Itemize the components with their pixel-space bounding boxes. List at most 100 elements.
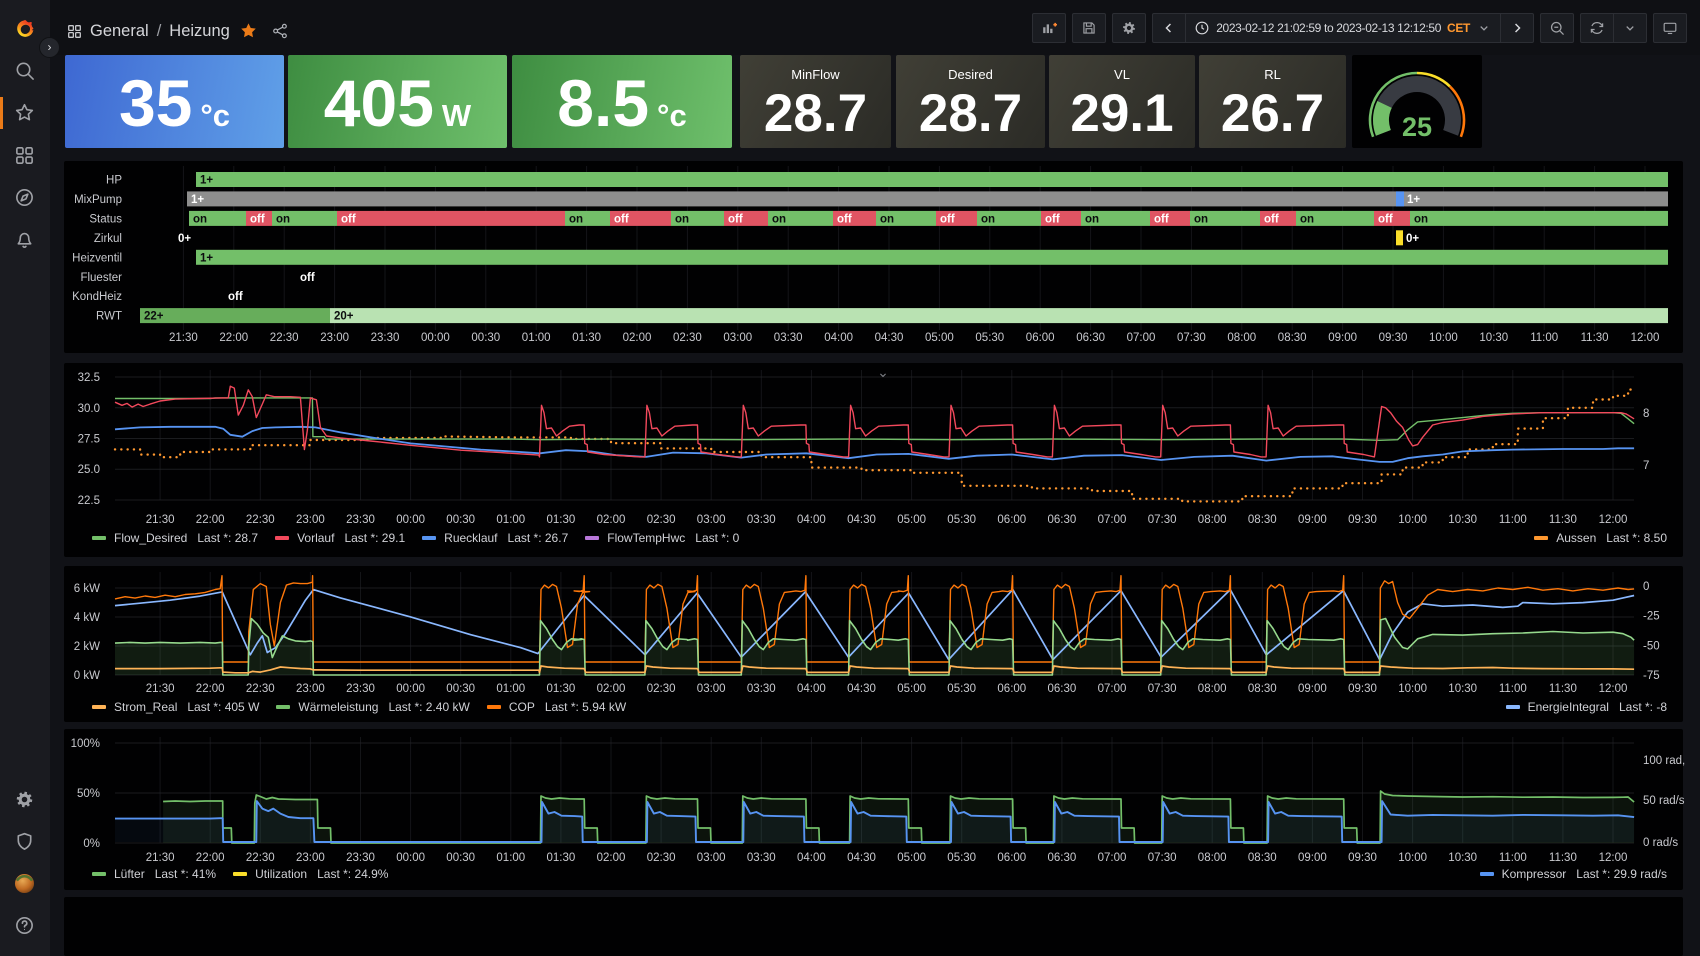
svg-text:03:30: 03:30 [747, 514, 776, 526]
svg-text:03:30: 03:30 [747, 852, 776, 864]
svg-text:08:00: 08:00 [1227, 332, 1256, 344]
svg-text:06:30: 06:30 [1048, 514, 1077, 526]
svg-text:04:30: 04:30 [847, 852, 876, 864]
svg-text:05:30: 05:30 [947, 514, 976, 526]
svg-text:09:00: 09:00 [1328, 332, 1357, 344]
svg-text:22:30: 22:30 [246, 683, 275, 695]
svg-text:10:00: 10:00 [1398, 683, 1427, 695]
svg-text:07:30: 07:30 [1148, 683, 1177, 695]
svg-text:23:00: 23:00 [296, 852, 325, 864]
svg-text:11:30: 11:30 [1549, 852, 1577, 864]
svg-text:01:00: 01:00 [496, 852, 525, 864]
svg-text:02:30: 02:30 [647, 683, 676, 695]
svg-text:22+: 22+ [144, 311, 164, 323]
svg-text:0+: 0+ [178, 233, 191, 245]
svg-text:22:00: 22:00 [219, 332, 248, 344]
svg-text:12:00: 12:00 [1599, 683, 1628, 695]
svg-text:09:30: 09:30 [1348, 683, 1377, 695]
svg-text:0 kW: 0 kW [74, 670, 100, 682]
svg-text:00:00: 00:00 [396, 514, 425, 526]
svg-text:05:00: 05:00 [897, 683, 926, 695]
svg-text:10:30: 10:30 [1448, 852, 1477, 864]
svg-text:07:00: 07:00 [1098, 852, 1127, 864]
svg-text:06:00: 06:00 [997, 852, 1026, 864]
svg-text:06:30: 06:30 [1048, 852, 1077, 864]
svg-text:06:00: 06:00 [1026, 332, 1055, 344]
svg-text:22.5: 22.5 [78, 495, 100, 507]
svg-text:11:00: 11:00 [1499, 683, 1527, 695]
svg-text:04:30: 04:30 [847, 683, 876, 695]
svg-text:50 rad/s: 50 rad/s [1643, 795, 1685, 807]
svg-text:02:30: 02:30 [647, 514, 676, 526]
svg-text:02:00: 02:00 [623, 332, 652, 344]
svg-text:HP: HP [106, 175, 122, 187]
svg-text:11:30: 11:30 [1549, 514, 1577, 526]
svg-text:03:30: 03:30 [747, 683, 776, 695]
svg-text:MixPump: MixPump [74, 194, 122, 206]
svg-text:Fluester: Fluester [80, 272, 122, 284]
svg-text:10:00: 10:00 [1398, 852, 1427, 864]
svg-text:0+: 0+ [1406, 233, 1419, 245]
svg-text:23:30: 23:30 [346, 852, 375, 864]
svg-text:1+: 1+ [1407, 194, 1420, 206]
svg-text:21:30: 21:30 [146, 514, 175, 526]
svg-text:on: on [1414, 213, 1428, 225]
svg-text:10:30: 10:30 [1479, 332, 1508, 344]
svg-text:23:30: 23:30 [371, 332, 400, 344]
svg-text:on: on [675, 213, 689, 225]
svg-text:off: off [1264, 213, 1279, 225]
svg-text:05:30: 05:30 [947, 683, 976, 695]
svg-text:00:00: 00:00 [396, 683, 425, 695]
svg-text:8: 8 [1643, 408, 1649, 420]
svg-text:11:00: 11:00 [1499, 514, 1527, 526]
svg-text:on: on [193, 213, 207, 225]
svg-text:21:30: 21:30 [146, 852, 175, 864]
svg-text:03:00: 03:00 [723, 332, 752, 344]
svg-text:on: on [569, 213, 583, 225]
svg-text:12:00: 12:00 [1599, 852, 1628, 864]
svg-text:Status: Status [89, 213, 122, 225]
svg-text:10:00: 10:00 [1429, 332, 1458, 344]
svg-text:05:30: 05:30 [975, 332, 1004, 344]
svg-text:05:00: 05:00 [897, 852, 926, 864]
svg-text:04:30: 04:30 [875, 332, 904, 344]
svg-text:off: off [300, 272, 315, 284]
svg-text:08:00: 08:00 [1198, 514, 1227, 526]
svg-text:01:30: 01:30 [547, 852, 576, 864]
svg-text:21:30: 21:30 [169, 332, 198, 344]
svg-text:off: off [250, 213, 265, 225]
svg-text:02:00: 02:00 [597, 514, 626, 526]
svg-text:05:00: 05:00 [925, 332, 954, 344]
svg-text:09:00: 09:00 [1298, 683, 1327, 695]
svg-text:02:30: 02:30 [647, 852, 676, 864]
svg-text:on: on [1085, 213, 1099, 225]
svg-text:25: 25 [1402, 112, 1432, 142]
svg-text:04:30: 04:30 [847, 514, 876, 526]
svg-text:off: off [837, 213, 852, 225]
svg-text:22:30: 22:30 [246, 514, 275, 526]
svg-text:04:00: 04:00 [824, 332, 853, 344]
svg-text:08:30: 08:30 [1248, 683, 1277, 695]
svg-text:01:00: 01:00 [522, 332, 551, 344]
svg-text:12:00: 12:00 [1631, 332, 1660, 344]
svg-text:1+: 1+ [200, 175, 213, 187]
svg-text:on: on [1194, 213, 1208, 225]
svg-text:08:30: 08:30 [1248, 514, 1277, 526]
svg-text:06:00: 06:00 [997, 683, 1026, 695]
svg-text:00:00: 00:00 [421, 332, 450, 344]
svg-text:01:30: 01:30 [547, 683, 576, 695]
svg-text:01:00: 01:00 [496, 514, 525, 526]
svg-text:22:00: 22:00 [196, 683, 225, 695]
svg-text:1+: 1+ [200, 252, 213, 264]
svg-text:off: off [341, 213, 356, 225]
svg-text:10:30: 10:30 [1448, 683, 1477, 695]
svg-text:2 kW: 2 kW [74, 641, 100, 653]
svg-text:6 kW: 6 kW [74, 583, 100, 595]
svg-text:07:30: 07:30 [1148, 514, 1177, 526]
svg-text:Zirkul: Zirkul [94, 233, 122, 245]
svg-text:02:00: 02:00 [597, 683, 626, 695]
svg-text:02:30: 02:30 [673, 332, 702, 344]
svg-text:07:30: 07:30 [1148, 852, 1177, 864]
svg-text:00:30: 00:30 [446, 683, 475, 695]
svg-text:off: off [1378, 213, 1393, 225]
